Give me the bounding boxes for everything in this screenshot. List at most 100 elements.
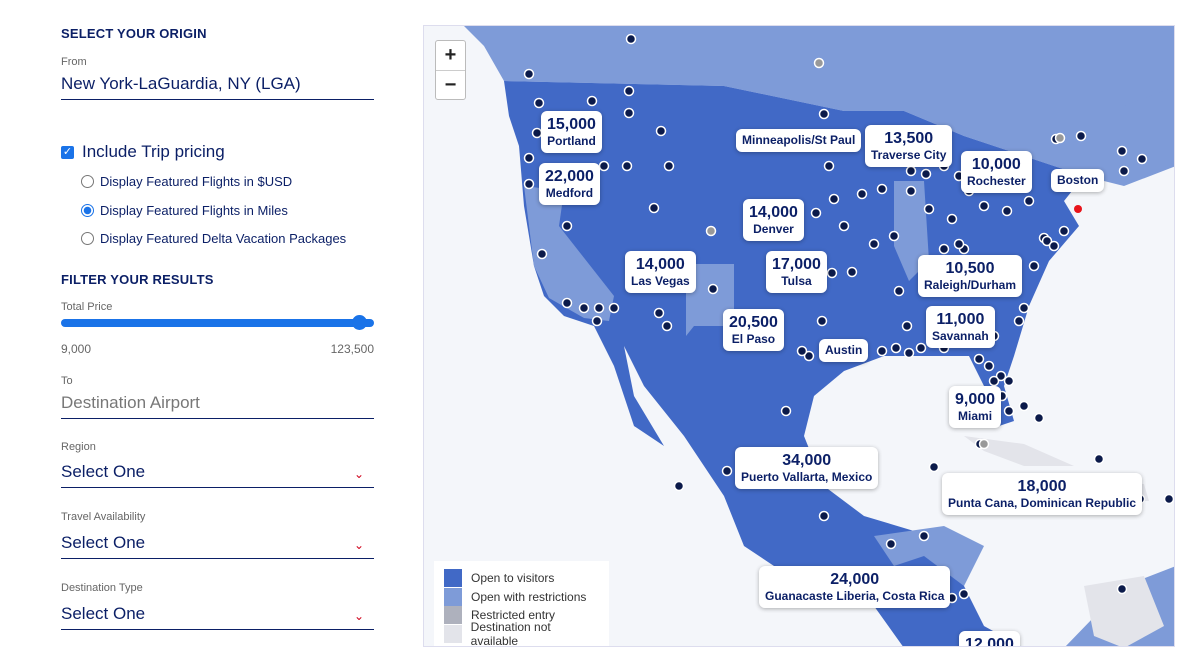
- airport-dot[interactable]: [648, 202, 660, 214]
- airport-dot[interactable]: [561, 220, 573, 232]
- destination-callout[interactable]: 10,500 Raleigh/Durham: [918, 255, 1023, 297]
- airport-dot[interactable]: [818, 510, 830, 522]
- airport-dot[interactable]: [846, 266, 858, 278]
- destination-callout[interactable]: 24,000 Guanacaste Liberia, Costa Rica: [759, 566, 951, 608]
- airport-dot[interactable]: [586, 95, 598, 107]
- airport-dot[interactable]: [958, 588, 970, 600]
- airport-dot[interactable]: [1028, 260, 1040, 272]
- airport-dot[interactable]: [818, 108, 830, 120]
- radio-usd[interactable]: Display Featured Flights in $USD: [81, 174, 292, 189]
- airport-dot[interactable]: [1018, 400, 1030, 412]
- airport-dot[interactable]: [1116, 145, 1128, 157]
- airport-dot[interactable]: [796, 345, 808, 357]
- airport-dot[interactable]: [890, 342, 902, 354]
- availability-select[interactable]: Select One ⌄: [61, 531, 374, 559]
- airport-dot[interactable]: [561, 297, 573, 309]
- airport-dot[interactable]: [721, 465, 733, 477]
- airport-dot[interactable]: [1163, 493, 1174, 505]
- destination-callout[interactable]: 18,000 Punta Cana, Dominican Republic: [942, 473, 1143, 515]
- airport-dot[interactable]: [623, 107, 635, 119]
- airport-dot[interactable]: [938, 243, 950, 255]
- airport-dot[interactable]: [1003, 405, 1015, 417]
- destination-type-select[interactable]: Select One ⌄: [61, 602, 374, 630]
- airport-dot[interactable]: [828, 193, 840, 205]
- airport-dot[interactable]: [920, 168, 932, 180]
- destination-callout[interactable]: Minneapolis/St Paul: [736, 129, 862, 152]
- airport-dot[interactable]: [915, 342, 927, 354]
- airport-dot[interactable]: [1013, 315, 1025, 327]
- from-input[interactable]: New York-LaGuardia, NY (LGA): [61, 72, 374, 100]
- airport-dot[interactable]: [621, 160, 633, 172]
- airport-dot[interactable]: [608, 302, 620, 314]
- zoom-in-button[interactable]: +: [444, 44, 457, 66]
- airport-dot[interactable]: [625, 33, 637, 45]
- airport-dot[interactable]: [655, 125, 667, 137]
- airport-dot[interactable]: [1093, 453, 1105, 465]
- airport-dot[interactable]: [1116, 583, 1128, 595]
- airport-dot[interactable]: [623, 85, 635, 97]
- airport-dot[interactable]: [903, 347, 915, 359]
- airport-dot[interactable]: [905, 165, 917, 177]
- airport-dot[interactable]: [953, 238, 965, 250]
- radio-icon[interactable]: [81, 232, 94, 245]
- airport-dot[interactable]: [673, 480, 685, 492]
- include-trip-pricing[interactable]: ✓ Include Trip pricing: [61, 142, 225, 162]
- airport-dot[interactable]: [1003, 375, 1015, 387]
- airport-dot[interactable]: [823, 160, 835, 172]
- airport-dot[interactable]: [591, 315, 603, 327]
- destination-callout[interactable]: 34,000 Puerto Vallarta, Mexico: [735, 447, 879, 489]
- destination-callout[interactable]: 11,000 Savannah: [926, 306, 995, 348]
- airport-dot[interactable]: [810, 207, 822, 219]
- airport-dot[interactable]: [1058, 225, 1070, 237]
- destination-callout[interactable]: 9,000 Miami: [949, 386, 1002, 428]
- restricted-airport-dot[interactable]: [813, 57, 825, 69]
- airport-dot[interactable]: [578, 302, 590, 314]
- airport-dot[interactable]: [1075, 130, 1087, 142]
- airport-dot[interactable]: [780, 405, 792, 417]
- destination-callout[interactable]: 13,500 Traverse City: [865, 125, 953, 167]
- airport-dot[interactable]: [1136, 153, 1148, 165]
- airport-dot[interactable]: [918, 530, 930, 542]
- airport-dot[interactable]: [995, 370, 1007, 382]
- destination-callout[interactable]: 14,000 Denver: [743, 199, 804, 241]
- radio-selected-icon[interactable]: [81, 204, 94, 217]
- airport-dot[interactable]: [1118, 165, 1130, 177]
- destination-callout[interactable]: 10,000 Rochester: [961, 151, 1032, 193]
- airport-dot[interactable]: [973, 353, 985, 365]
- destination-callout[interactable]: 12,000: [959, 631, 1020, 646]
- airport-dot[interactable]: [826, 267, 838, 279]
- airport-dot[interactable]: [888, 230, 900, 242]
- airport-dot[interactable]: [988, 375, 1000, 387]
- radio-miles[interactable]: Display Featured Flights in Miles: [81, 203, 288, 218]
- radio-icon[interactable]: [81, 175, 94, 188]
- price-slider[interactable]: [61, 315, 374, 330]
- radio-vacation[interactable]: Display Featured Delta Vacation Packages: [81, 231, 346, 246]
- airport-dot[interactable]: [523, 152, 535, 164]
- zoom-out-button[interactable]: −: [436, 70, 465, 99]
- airport-dot[interactable]: [707, 283, 719, 295]
- destination-callout[interactable]: 22,000 Medford: [539, 163, 600, 205]
- airport-dot[interactable]: [536, 248, 548, 260]
- restricted-airport-dot[interactable]: [978, 438, 990, 450]
- checkbox-icon[interactable]: ✓: [61, 145, 74, 159]
- airport-dot[interactable]: [876, 345, 888, 357]
- airport-dot[interactable]: [1001, 205, 1013, 217]
- destination-input[interactable]: Destination Airport: [61, 391, 374, 419]
- airport-dot[interactable]: [946, 213, 958, 225]
- airport-dot[interactable]: [901, 320, 913, 332]
- airport-dot[interactable]: [598, 160, 610, 172]
- airport-dot[interactable]: [978, 200, 990, 212]
- destination-callout[interactable]: 17,000 Tulsa: [766, 251, 827, 293]
- airport-dot[interactable]: [983, 360, 995, 372]
- airport-dot[interactable]: [523, 178, 535, 190]
- airport-dot[interactable]: [523, 68, 535, 80]
- airport-dot[interactable]: [593, 302, 605, 314]
- destination-callout[interactable]: Austin: [819, 339, 869, 362]
- airport-dot[interactable]: [876, 183, 888, 195]
- airport-dot[interactable]: [1048, 240, 1060, 252]
- airport-dot[interactable]: [1018, 302, 1030, 314]
- airport-dot[interactable]: [868, 238, 880, 250]
- restricted-airport-dot[interactable]: [1054, 132, 1066, 144]
- airport-dot[interactable]: [928, 461, 940, 473]
- airport-dot[interactable]: [533, 97, 545, 109]
